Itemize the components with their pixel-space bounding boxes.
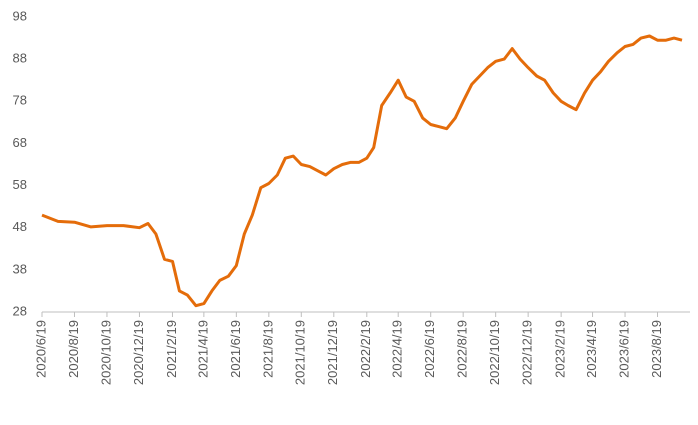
x-tick-label: 2023/4/19 — [584, 320, 599, 378]
x-tick-label: 2022/2/19 — [358, 320, 373, 378]
x-tick-label: 2020/8/19 — [66, 320, 81, 378]
x-tick-label: 2021/12/19 — [325, 320, 340, 385]
x-tick-label: 2021/4/19 — [195, 320, 210, 378]
x-tick-label: 2023/6/19 — [616, 320, 631, 378]
x-tick-label: 2022/6/19 — [422, 320, 437, 378]
y-tick-label: 28 — [13, 303, 27, 318]
y-tick-label: 48 — [13, 219, 27, 234]
y-tick-label: 38 — [13, 261, 27, 276]
x-tick-label: 2020/12/19 — [131, 320, 146, 385]
line — [41, 34, 683, 308]
x-tick-label: 2021/10/19 — [293, 320, 308, 385]
y-tick-label: 58 — [13, 177, 27, 192]
x-tick-label: 2021/8/19 — [260, 320, 275, 378]
x-tick-label: 2022/10/19 — [487, 320, 502, 385]
x-tick-label: 2022/8/19 — [455, 320, 470, 378]
y-tick-label: 88 — [13, 51, 27, 66]
x-tick-label: 2020/10/19 — [98, 320, 113, 385]
x-tick-label: 2022/4/19 — [390, 320, 405, 378]
y-tick-label: 78 — [13, 93, 27, 108]
x-tick-label: 2022/12/19 — [520, 320, 535, 385]
y-tick-label: 98 — [13, 8, 27, 23]
x-tick-label: 2020/6/19 — [33, 320, 48, 378]
x-tick-label: 2021/6/19 — [228, 320, 243, 378]
y-tick-label: 68 — [13, 135, 27, 150]
x-tick-label: 2021/2/19 — [164, 320, 179, 378]
x-tick-label: 2023/8/19 — [649, 320, 664, 378]
x-tick-label: 2023/2/19 — [553, 320, 568, 378]
